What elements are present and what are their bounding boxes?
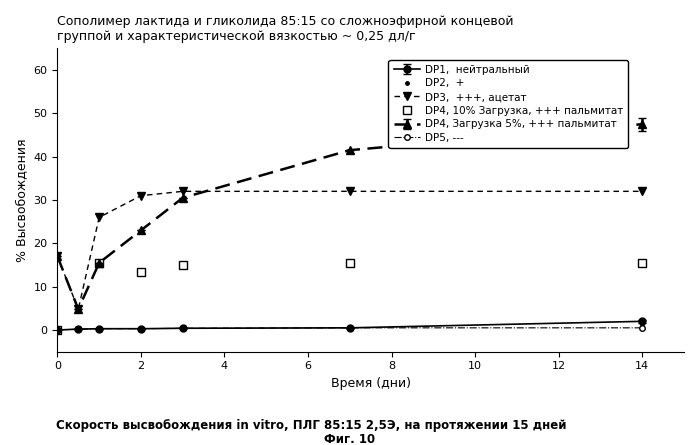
DP2,  + [345,325,354,331]
DP4, 10% Загрузка, +++ пальмитат [178,263,187,268]
Line: DP2,  +: DP2, + [54,322,646,333]
DP2,  + [638,323,647,328]
DP2,  + [137,326,145,332]
Text: Фиг. 10: Фиг. 10 [324,433,375,445]
DP3,  +++, ацетат [137,193,145,198]
DP5, --- [53,328,62,333]
DP4, 10% Загрузка, +++ пальмитат [345,260,354,266]
Y-axis label: % Высвобождения: % Высвобождения [15,138,28,262]
DP3,  +++, ацетат [53,254,62,259]
Text: Скорость высвобождения in vitro, ПЛГ 85:15 2,5Э, на протяжении 15 дней: Скорость высвобождения in vitro, ПЛГ 85:… [56,420,566,433]
DP5, --- [74,327,82,332]
DP5, --- [638,325,647,331]
DP5, --- [137,326,145,332]
Legend: DP1,  нейтральный, DP2,  +, DP3,  +++, ацетат, DP4, 10% Загрузка, +++ пальмитат,: DP1, нейтральный, DP2, +, DP3, +++, ацет… [389,60,628,148]
Line: DP5, ---: DP5, --- [55,325,645,333]
DP2,  + [95,326,103,332]
DP3,  +++, ацетат [178,189,187,194]
DP5, --- [95,326,103,332]
DP3,  +++, ацетат [345,189,354,194]
Line: DP3,  +++, ацетат: DP3, +++, ацетат [53,187,647,313]
DP2,  + [74,327,82,332]
DP4, 10% Загрузка, +++ пальмитат [137,269,145,274]
DP4, 10% Загрузка, +++ пальмитат [638,260,647,266]
Text: Сополимер лактида и гликолида 85:15 со сложноэфирной концевой
группой и характер: Сополимер лактида и гликолида 85:15 со с… [57,15,514,43]
DP2,  + [53,328,62,333]
DP4, 10% Загрузка, +++ пальмитат [95,260,103,266]
DP5, --- [345,325,354,331]
DP5, --- [178,326,187,331]
DP4, 10% Загрузка, +++ пальмитат [53,328,62,333]
DP3,  +++, ацетат [95,214,103,220]
DP3,  +++, ацетат [74,307,82,312]
DP2,  + [178,326,187,331]
X-axis label: Время (дни): Время (дни) [331,377,411,390]
DP3,  +++, ацетат [638,189,647,194]
Line: DP4, 10% Загрузка, +++ пальмитат: DP4, 10% Загрузка, +++ пальмитат [53,259,647,334]
